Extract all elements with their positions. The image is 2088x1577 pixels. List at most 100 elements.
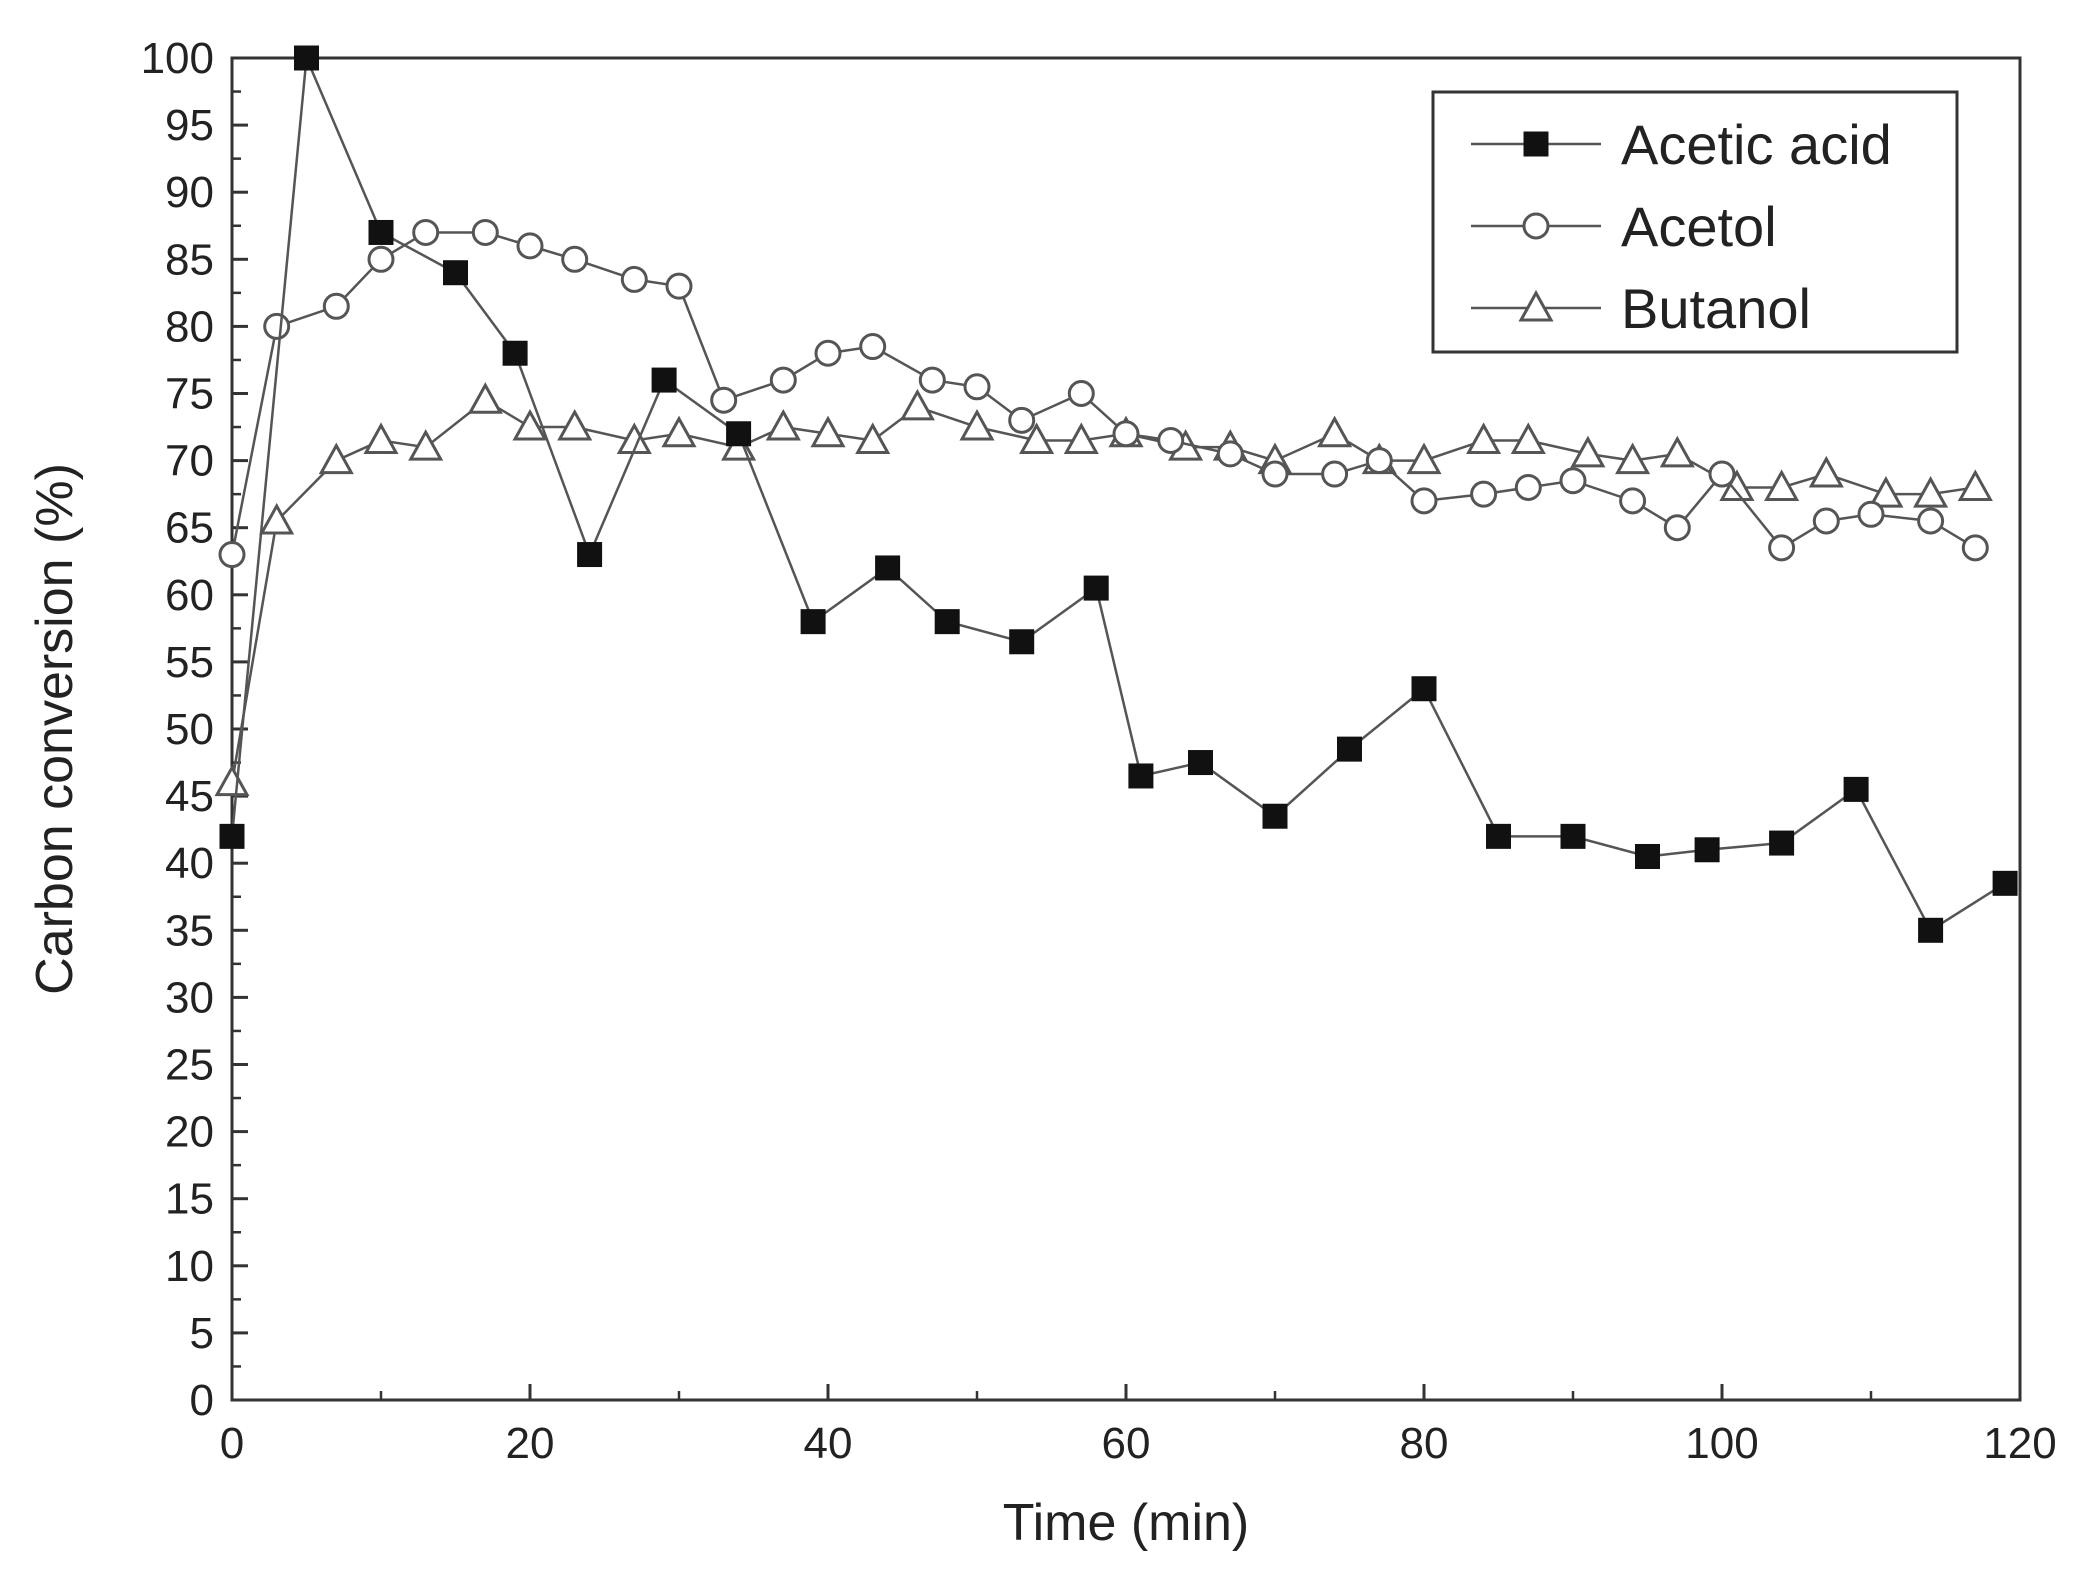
data-point-butanol bbox=[1808, 455, 1844, 488]
data-point-acetic-acid bbox=[1918, 917, 1944, 943]
legend-label: Acetic acid bbox=[1621, 113, 1892, 176]
data-point-butanol bbox=[1063, 422, 1099, 454]
data-point-acetol bbox=[710, 386, 738, 414]
x-tick-label: 80 bbox=[1400, 1419, 1449, 1468]
y-tick-label: 45 bbox=[165, 772, 214, 821]
data-point-butanol bbox=[318, 442, 354, 475]
data-point-acetol bbox=[1663, 514, 1691, 542]
data-point-acetol bbox=[859, 333, 887, 361]
data-point-acetol bbox=[1559, 467, 1587, 495]
y-tick-label: 60 bbox=[165, 571, 214, 620]
data-point-acetol bbox=[918, 366, 946, 394]
y-tick-label: 30 bbox=[165, 973, 214, 1022]
data-point-acetic-acid bbox=[1337, 736, 1362, 762]
data-point-acetol bbox=[814, 339, 842, 367]
data-point-butanol bbox=[1957, 469, 1993, 501]
data-point-acetol bbox=[1514, 473, 1542, 501]
data-point-acetol bbox=[1857, 500, 1885, 528]
data-point-acetol bbox=[218, 541, 246, 569]
data-point-acetol bbox=[1708, 460, 1736, 488]
y-tick-label: 70 bbox=[165, 437, 214, 486]
legend-item-butanol: Butanol bbox=[1471, 277, 1811, 340]
data-point-acetol bbox=[620, 265, 648, 293]
data-point-butanol bbox=[899, 388, 935, 421]
data-point-acetol bbox=[1917, 507, 1945, 535]
data-point-acetol bbox=[1008, 406, 1036, 434]
data-point-acetic-acid bbox=[1128, 763, 1154, 789]
data-point-acetol bbox=[665, 272, 693, 300]
data-point-butanol bbox=[810, 415, 846, 448]
data-point-acetic-acid bbox=[1843, 776, 1869, 802]
legend-label: Acetol bbox=[1621, 195, 1777, 258]
legend: Acetic acid Acetol Butanol bbox=[1431, 90, 1959, 354]
data-point-acetic-acid bbox=[577, 542, 603, 568]
x-tick-label: 20 bbox=[506, 1419, 555, 1468]
data-point-acetol bbox=[516, 232, 544, 260]
y-tick-label: 80 bbox=[165, 302, 214, 351]
y-tick-label: 75 bbox=[165, 370, 214, 419]
data-point-acetol bbox=[1365, 447, 1393, 475]
y-tick-label: 0 bbox=[190, 1376, 214, 1425]
y-tick-label: 40 bbox=[165, 839, 214, 888]
data-point-butanol bbox=[259, 502, 295, 535]
data-point-butanol bbox=[1466, 422, 1502, 454]
data-point-acetol bbox=[1321, 460, 1349, 488]
data-point-acetic-acid bbox=[1769, 830, 1795, 856]
y-tick-label: 95 bbox=[165, 101, 214, 150]
data-point-butanol bbox=[1868, 476, 1904, 508]
data-point-butanol bbox=[765, 408, 801, 441]
y-tick-label: 85 bbox=[165, 235, 214, 284]
data-point-butanol bbox=[1659, 435, 1695, 468]
data-point-acetic-acid bbox=[1083, 575, 1109, 601]
data-point-acetic-acid bbox=[1694, 837, 1720, 863]
x-tick-label: 0 bbox=[220, 1419, 244, 1468]
data-point-acetol bbox=[769, 366, 797, 394]
data-point-acetic-acid bbox=[1009, 629, 1035, 655]
data-point-acetic-acid bbox=[800, 609, 826, 635]
data-point-acetol bbox=[1470, 480, 1498, 508]
y-tick-label: 15 bbox=[165, 1175, 214, 1224]
data-point-acetol bbox=[1157, 426, 1185, 454]
data-point-acetic-acid bbox=[368, 219, 394, 245]
y-tick-label: 50 bbox=[165, 705, 214, 754]
legend-marker bbox=[1523, 131, 1549, 157]
data-point-acetol bbox=[1261, 460, 1289, 488]
data-point-butanol bbox=[1719, 469, 1755, 501]
data-point-acetic-acid bbox=[502, 340, 528, 366]
data-point-butanol bbox=[1510, 422, 1546, 454]
data-point-butanol bbox=[959, 408, 995, 441]
data-point-acetol bbox=[412, 218, 440, 246]
data-point-butanol bbox=[467, 382, 503, 414]
legend-item-acetol: Acetol bbox=[1471, 195, 1777, 258]
data-point-acetol bbox=[1112, 420, 1140, 448]
y-tick-label: 100 bbox=[141, 34, 214, 83]
y-tick-label: 5 bbox=[190, 1309, 214, 1358]
data-point-acetol bbox=[1410, 487, 1438, 515]
data-point-acetol bbox=[367, 245, 395, 273]
data-point-acetol bbox=[1619, 487, 1647, 515]
x-tick-label: 40 bbox=[804, 1419, 853, 1468]
data-point-butanol bbox=[512, 408, 548, 441]
y-tick-label: 35 bbox=[165, 906, 214, 955]
data-point-butanol bbox=[1615, 442, 1651, 475]
data-point-acetic-acid bbox=[1635, 843, 1660, 869]
legend-marker bbox=[1518, 289, 1554, 322]
series-layer bbox=[214, 45, 2018, 943]
x-tick-label: 60 bbox=[1102, 1419, 1151, 1468]
data-point-acetol bbox=[963, 373, 991, 401]
data-point-acetol bbox=[1768, 534, 1796, 562]
x-tick-label: 100 bbox=[1685, 1419, 1758, 1468]
y-tick-label: 90 bbox=[165, 168, 214, 217]
axes: 0 5 10 15 20 25 30 35 40 45 50 55 60 65 70 75 80 85 90 95 10… bbox=[141, 34, 2057, 1468]
series-acetic-acid bbox=[219, 45, 2018, 943]
y-tick-label: 25 bbox=[165, 1041, 214, 1090]
data-point-acetic-acid bbox=[1411, 676, 1437, 702]
data-point-acetic-acid bbox=[219, 823, 245, 849]
data-point-acetol bbox=[561, 245, 589, 273]
data-point-acetol bbox=[263, 312, 291, 340]
data-point-butanol bbox=[1913, 476, 1949, 508]
legend-item-acetic-acid: Acetic acid bbox=[1471, 113, 1892, 176]
data-point-acetol bbox=[1961, 534, 1989, 562]
